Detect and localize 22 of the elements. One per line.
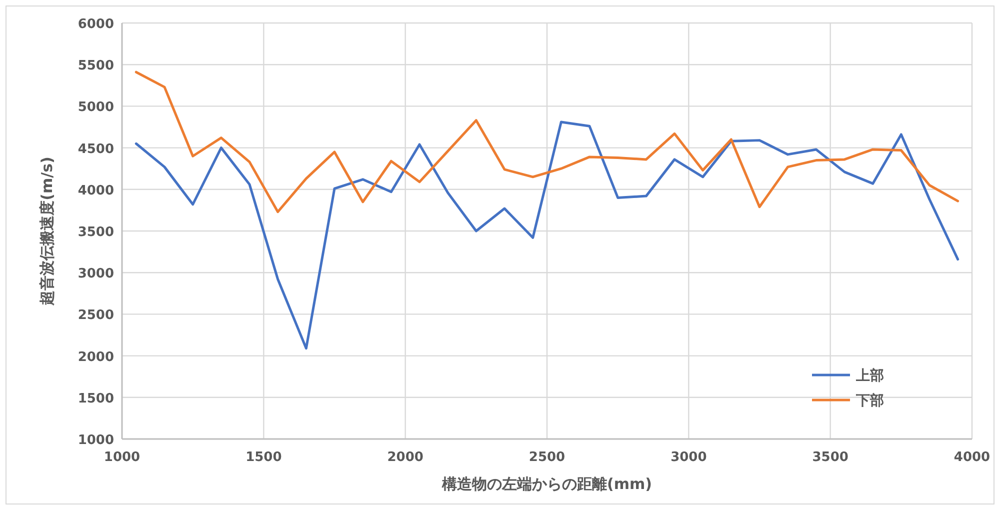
y-tick-label: 4000 (78, 183, 114, 198)
y-axis-title: 超音波伝搬速度(m/s) (38, 156, 56, 306)
y-tick-label: 5000 (78, 100, 114, 116)
x-tick-label: 2000 (387, 450, 424, 465)
y-tick-label: 4500 (78, 142, 114, 157)
x-tick-label: 3500 (812, 450, 848, 465)
x-tick-label: 3000 (670, 450, 707, 465)
y-tick-label: 2500 (78, 308, 114, 324)
x-axis-title: 構造物の左端からの距離(mm) (441, 475, 652, 493)
y-tick-label: 3500 (78, 225, 114, 240)
legend-label: 上部 (855, 367, 884, 384)
y-tick-label: 5500 (78, 58, 114, 74)
y-tick-label: 6000 (78, 17, 114, 32)
y-tick-label: 1500 (78, 391, 114, 406)
x-tick-label: 2500 (528, 450, 566, 465)
x-tick-label: 1500 (246, 450, 282, 465)
y-tick-label: 1000 (78, 433, 114, 448)
legend-label: 下部 (855, 392, 884, 409)
x-tick-label: 4000 (954, 450, 990, 465)
x-tick-label: 1000 (104, 450, 140, 465)
y-tick-label: 2000 (78, 350, 114, 365)
y-tick-label: 3000 (78, 266, 114, 282)
